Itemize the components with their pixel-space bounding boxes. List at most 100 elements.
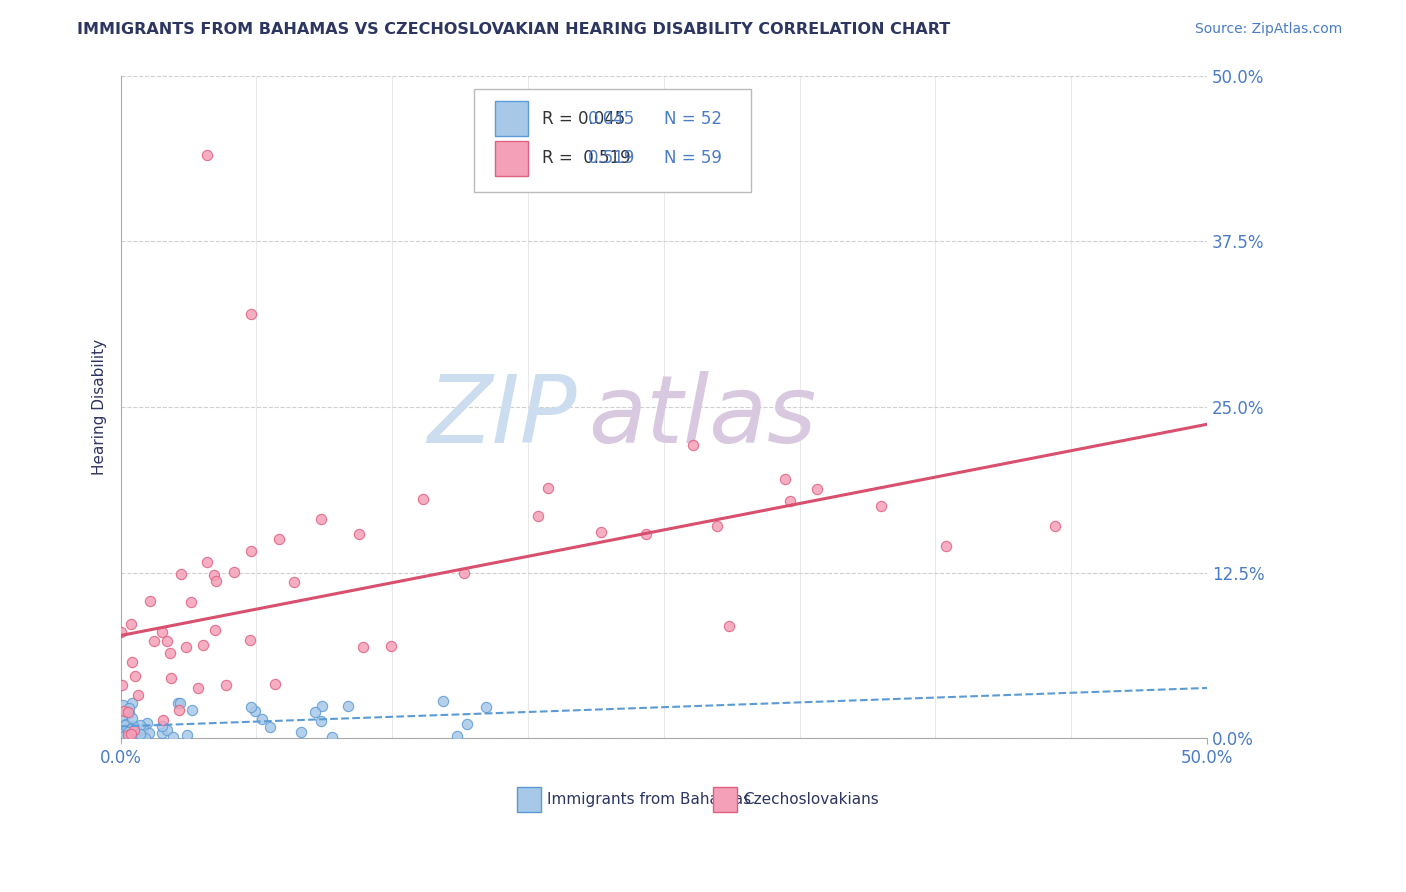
Point	[187, 681, 209, 695]
Point	[124, 723, 146, 738]
Text: Czechoslovakians: Czechoslovakians	[742, 792, 879, 806]
Point	[143, 633, 166, 648]
Point	[453, 566, 475, 580]
Point	[935, 539, 957, 553]
Point	[870, 500, 893, 514]
Point	[526, 509, 548, 524]
Text: N = 52: N = 52	[664, 110, 721, 128]
Point	[536, 482, 558, 496]
Point	[124, 723, 146, 738]
Point	[717, 618, 740, 632]
Point	[114, 718, 136, 732]
Text: R =  0.519: R = 0.519	[543, 149, 631, 168]
Point	[264, 677, 287, 691]
Point	[267, 533, 290, 547]
Text: atlas: atlas	[588, 371, 815, 462]
Point	[115, 726, 138, 740]
Point	[121, 655, 143, 669]
Point	[122, 719, 145, 733]
Point	[309, 714, 332, 729]
Point	[134, 731, 156, 745]
Text: R = 0.045: R = 0.045	[543, 110, 626, 128]
FancyBboxPatch shape	[474, 89, 751, 192]
Text: N = 59: N = 59	[664, 149, 721, 168]
Point	[111, 712, 134, 726]
Point	[120, 727, 142, 741]
Point	[174, 640, 197, 654]
Point	[121, 711, 143, 725]
Point	[110, 725, 132, 739]
Point	[114, 729, 136, 743]
Point	[138, 725, 160, 739]
Bar	[495, 141, 527, 176]
Point	[128, 727, 150, 741]
Point	[125, 731, 148, 746]
Bar	[713, 787, 737, 812]
Point	[205, 574, 228, 588]
Point	[432, 694, 454, 708]
Point	[167, 703, 190, 717]
Point	[336, 698, 359, 713]
Point	[160, 671, 183, 685]
Point	[121, 722, 143, 736]
Point	[139, 594, 162, 608]
Point	[239, 544, 262, 558]
Text: Source: ZipAtlas.com: Source: ZipAtlas.com	[1195, 22, 1343, 37]
Point	[193, 638, 215, 652]
Bar	[517, 787, 541, 812]
Point	[224, 565, 246, 579]
Point	[283, 574, 305, 589]
Point	[239, 632, 262, 647]
Point	[412, 492, 434, 507]
Point	[243, 705, 266, 719]
Point	[591, 524, 613, 539]
Point	[197, 148, 219, 162]
Point	[215, 678, 238, 692]
Point	[150, 725, 173, 739]
Point	[115, 717, 138, 731]
Point	[159, 646, 181, 660]
Text: Immigrants from Bahamas: Immigrants from Bahamas	[547, 792, 752, 806]
Point	[122, 725, 145, 739]
Point	[240, 699, 263, 714]
Point	[250, 713, 273, 727]
Point	[290, 725, 312, 739]
Point	[706, 518, 728, 533]
Point	[311, 699, 333, 714]
Point	[132, 723, 155, 737]
Point	[111, 729, 134, 743]
Point	[682, 438, 704, 452]
Point	[118, 706, 141, 721]
Point	[111, 698, 134, 713]
Text: 0.045: 0.045	[588, 110, 636, 128]
Point	[117, 724, 139, 739]
Y-axis label: Hearing Disability: Hearing Disability	[93, 339, 107, 475]
Point	[456, 717, 478, 731]
Point	[321, 730, 343, 744]
Point	[169, 697, 191, 711]
Point	[121, 724, 143, 739]
Point	[117, 700, 139, 714]
Point	[114, 725, 136, 739]
Point	[124, 669, 146, 683]
Point	[111, 678, 134, 692]
Point	[239, 307, 262, 321]
Point	[117, 705, 139, 719]
Point	[773, 472, 796, 486]
Point	[110, 625, 132, 640]
Point	[152, 713, 174, 727]
Point	[156, 633, 179, 648]
Text: IMMIGRANTS FROM BAHAMAS VS CZECHOSLOVAKIAN HEARING DISABILITY CORRELATION CHART: IMMIGRANTS FROM BAHAMAS VS CZECHOSLOVAKI…	[77, 22, 950, 37]
Point	[380, 639, 402, 653]
Point	[120, 726, 142, 740]
Point	[121, 727, 143, 741]
Point	[202, 568, 225, 582]
Point	[162, 731, 184, 745]
Point	[446, 729, 468, 743]
Point	[309, 512, 332, 526]
Point	[170, 566, 193, 581]
Point	[304, 705, 326, 719]
Point	[1043, 519, 1066, 533]
Point	[779, 494, 801, 508]
Point	[111, 720, 134, 734]
